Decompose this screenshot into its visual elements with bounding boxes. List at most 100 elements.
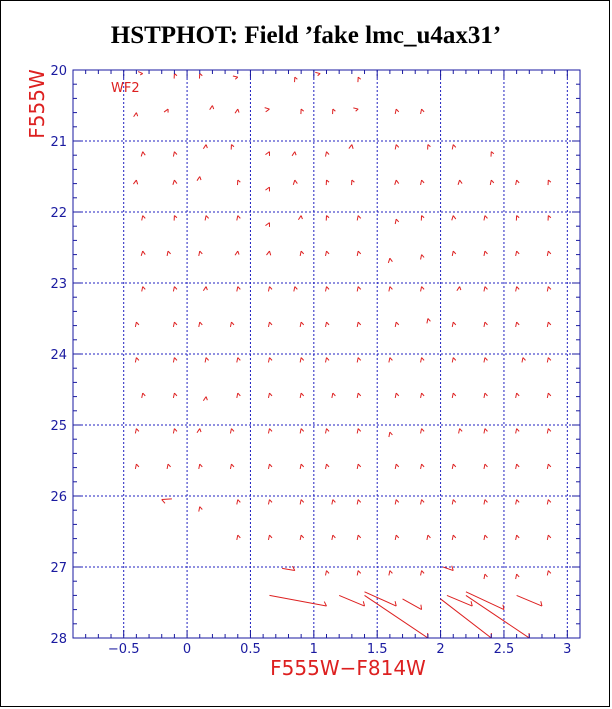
data-point bbox=[267, 463, 273, 470]
data-point-barb bbox=[299, 534, 302, 541]
data-point-barb bbox=[141, 215, 144, 221]
data-point bbox=[331, 392, 336, 399]
data-point-vector bbox=[516, 392, 520, 397]
data-point bbox=[420, 499, 425, 505]
data-point-barb bbox=[451, 565, 454, 571]
data-point-barb bbox=[388, 286, 391, 292]
data-point-barb bbox=[163, 108, 169, 113]
data-point bbox=[133, 112, 139, 118]
data-point bbox=[394, 144, 400, 150]
data-point bbox=[483, 357, 488, 363]
data-point-vector bbox=[547, 570, 552, 574]
data-point-barb bbox=[325, 357, 327, 363]
data-point bbox=[236, 534, 241, 541]
data-point bbox=[546, 534, 552, 541]
data-point bbox=[269, 594, 327, 607]
data-point-vector bbox=[421, 499, 425, 503]
data-point-barb bbox=[394, 392, 397, 399]
data-point-vector bbox=[395, 108, 400, 113]
data-point-vector bbox=[547, 286, 552, 290]
data-point-vector bbox=[421, 463, 425, 468]
y-tick-label: 26 bbox=[50, 490, 67, 505]
y-tick-label: 28 bbox=[50, 632, 67, 647]
data-point-vector bbox=[237, 250, 240, 255]
data-point-barb bbox=[196, 176, 201, 181]
data-point-barb bbox=[356, 321, 359, 328]
data-point-vector bbox=[332, 392, 336, 397]
data-point-barb bbox=[132, 179, 137, 185]
data-point-vector bbox=[547, 321, 552, 326]
data-point-vector bbox=[269, 534, 273, 539]
data-point-barb bbox=[483, 499, 486, 505]
data-point-barb bbox=[196, 428, 201, 433]
data-point bbox=[356, 570, 362, 576]
data-point-barb bbox=[451, 463, 454, 470]
data-point bbox=[547, 215, 552, 221]
data-point bbox=[325, 215, 330, 221]
data-point-vector bbox=[516, 286, 520, 290]
data-point-vector bbox=[351, 144, 354, 149]
data-point-barb bbox=[420, 254, 423, 260]
data-point-vector bbox=[300, 215, 303, 220]
data-point-barb bbox=[204, 215, 207, 221]
data-point bbox=[338, 594, 366, 607]
data-point-barb bbox=[356, 463, 359, 470]
data-point bbox=[394, 463, 400, 470]
data-point bbox=[198, 506, 203, 512]
data-point-vector bbox=[174, 321, 178, 326]
y-tick-label: 22 bbox=[50, 206, 67, 221]
data-point bbox=[140, 250, 146, 256]
data-point-vector bbox=[142, 286, 146, 290]
data-point-vector bbox=[516, 463, 520, 468]
data-point-vector bbox=[484, 499, 488, 503]
data-point bbox=[547, 179, 552, 186]
data-point bbox=[234, 250, 240, 256]
data-point bbox=[325, 321, 330, 328]
data-point-barb bbox=[546, 286, 549, 292]
data-point-barb bbox=[299, 357, 302, 363]
data-point bbox=[451, 392, 457, 399]
data-point-vector bbox=[231, 321, 235, 326]
data-point-vector bbox=[332, 499, 336, 503]
data-point-barb bbox=[394, 144, 397, 150]
data-point bbox=[515, 179, 520, 186]
data-point-barb bbox=[483, 215, 486, 221]
data-point bbox=[161, 498, 172, 504]
data-point-vector bbox=[442, 566, 454, 572]
y-tick-label: 23 bbox=[50, 277, 67, 292]
data-point-vector bbox=[269, 392, 273, 397]
chip-label: WF2 bbox=[111, 81, 140, 96]
data-point-vector bbox=[421, 254, 425, 258]
data-point-barb bbox=[202, 144, 207, 149]
data-point-vector bbox=[237, 392, 241, 397]
data-point-barb bbox=[172, 428, 175, 434]
data-point bbox=[356, 534, 362, 541]
data-point-vector bbox=[135, 112, 139, 117]
data-point-vector bbox=[174, 428, 178, 432]
data-point-vector bbox=[516, 594, 543, 607]
data-point-vector bbox=[484, 215, 488, 219]
data-point-vector bbox=[167, 250, 171, 255]
data-point bbox=[356, 286, 362, 292]
data-point-barb bbox=[451, 499, 454, 505]
data-point-vector bbox=[484, 573, 488, 578]
data-point-vector bbox=[237, 499, 241, 503]
data-point-vector bbox=[357, 357, 362, 361]
data-point bbox=[546, 357, 552, 363]
data-point bbox=[357, 76, 362, 83]
data-point-barb bbox=[331, 534, 334, 541]
data-point bbox=[458, 428, 463, 434]
data-point bbox=[202, 286, 208, 291]
data-point-barb bbox=[209, 105, 213, 110]
data-point bbox=[166, 250, 171, 257]
data-point-barb bbox=[172, 286, 175, 292]
data-point-barb bbox=[394, 108, 397, 115]
data-point-vector bbox=[459, 286, 462, 291]
data-point-barb bbox=[299, 392, 302, 399]
data-point bbox=[229, 321, 235, 328]
data-point bbox=[267, 357, 273, 363]
data-point bbox=[546, 463, 552, 470]
data-point-vector bbox=[516, 534, 520, 539]
data-point-vector bbox=[269, 357, 273, 361]
data-point-barb bbox=[451, 357, 454, 363]
